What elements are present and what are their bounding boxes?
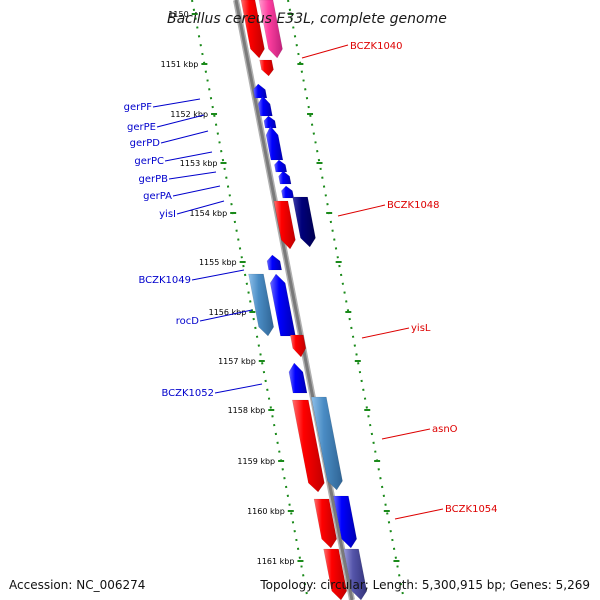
tick-label: 1159 kbp <box>237 457 275 466</box>
leader-line-left <box>168 171 217 180</box>
gene-label-gerPC: gerPC <box>134 156 164 167</box>
leader-line-left <box>156 114 205 128</box>
tick-tracks <box>191 0 405 600</box>
gene-red-small <box>259 59 274 77</box>
leader-line-right <box>337 204 386 217</box>
gene-label-BCZK1052: BCZK1052 <box>161 388 214 399</box>
left-labels: gerPF gerPE gerPD gerPC gerPB gerPA yisI… <box>124 102 214 399</box>
leader-line-left <box>176 200 225 215</box>
gene-rocD-b <box>269 273 296 337</box>
leader-line-left <box>164 151 213 162</box>
tick-label: 1153 kbp <box>180 159 218 168</box>
gene-asnO-b <box>310 396 343 491</box>
leader-line-right <box>381 428 431 440</box>
gene-bottom-red <box>323 548 348 600</box>
gene-BCZK1048-a <box>273 200 296 250</box>
gene-label-BCZK1040: BCZK1040 <box>350 41 403 52</box>
tick-label: 1151 kbp <box>161 60 199 69</box>
tick-label: 1158 kbp <box>228 406 266 415</box>
gene-BCZK1049 <box>266 254 283 271</box>
tick-label: 1155 kbp <box>199 258 237 267</box>
gene-label-asnO: asnO <box>432 424 458 435</box>
leader-line-left <box>191 269 245 281</box>
summary-text: Topology: circular; Length: 5,300,915 bp… <box>260 578 590 592</box>
leader-line-right <box>394 508 444 520</box>
gene-gerPF <box>253 83 268 99</box>
tick-label: 1161 kbp <box>257 557 295 566</box>
gene-asnO <box>291 399 325 493</box>
map-title: Bacillus cereus E33L, complete genome <box>167 11 447 27</box>
scale-ticks: 1150 1151 kbp 1152 kbp 1153 kbp 1154 kbp 1155… <box>161 10 400 566</box>
gene-label-BCZK1049: BCZK1049 <box>138 275 191 286</box>
tick-label: 1154 kbp <box>189 209 227 218</box>
gene-yisL <box>289 334 307 358</box>
leader-line-left <box>152 98 201 108</box>
leader-line-left <box>172 185 221 197</box>
tick-label: 1150 <box>168 10 188 19</box>
gene-BCZK1048-b <box>292 196 316 248</box>
accession-text: Accession: NC_006274 <box>9 578 146 592</box>
gene-label-gerPE: gerPE <box>127 122 156 133</box>
gene-label-gerPF: gerPF <box>124 102 153 113</box>
gene-features <box>240 0 368 600</box>
gene-pink-top <box>258 0 283 59</box>
gene-label-BCZK1054: BCZK1054 <box>445 504 498 515</box>
gene-BCZK1054-b <box>333 495 357 549</box>
leader-line-right <box>361 327 410 339</box>
tick-label: 1157 kbp <box>218 357 256 366</box>
leader-line-left <box>160 130 209 144</box>
gene-gerPA <box>278 170 292 185</box>
gene-BCZK1052 <box>288 362 308 394</box>
tick-label: 1156 kbp <box>209 308 247 317</box>
gene-gerPC <box>265 125 284 161</box>
leader-line-right <box>301 44 349 59</box>
leader-line-left <box>214 383 263 394</box>
right-labels: BCZK1040 BCZK1048 yisL asnO BCZK1054 <box>350 41 498 515</box>
gene-label-gerPA: gerPA <box>143 191 172 202</box>
leader-line-left <box>199 309 253 322</box>
gene-gerPB <box>274 159 288 173</box>
gene-label-yisL: yisL <box>411 323 431 334</box>
tick-label: 1152 kbp <box>170 110 208 119</box>
tick-label: 1160 kbp <box>247 507 285 516</box>
gene-label-gerPB: gerPB <box>138 174 168 185</box>
gene-label-yisI: yisI <box>159 209 176 220</box>
gene-BCZK1040 <box>240 0 265 59</box>
backbone <box>233 0 355 600</box>
gene-label-rocD: rocD <box>176 316 200 327</box>
gene-gerPE <box>257 95 273 117</box>
gene-yisI <box>281 185 295 199</box>
gene-label-BCZK1048: BCZK1048 <box>387 200 440 211</box>
gene-BCZK1054-a <box>313 498 337 549</box>
gene-label-gerPD: gerPD <box>130 138 161 149</box>
label-leaders <box>152 44 444 520</box>
gene-bottom-purple <box>343 548 368 600</box>
gene-rocD-a <box>248 273 274 337</box>
